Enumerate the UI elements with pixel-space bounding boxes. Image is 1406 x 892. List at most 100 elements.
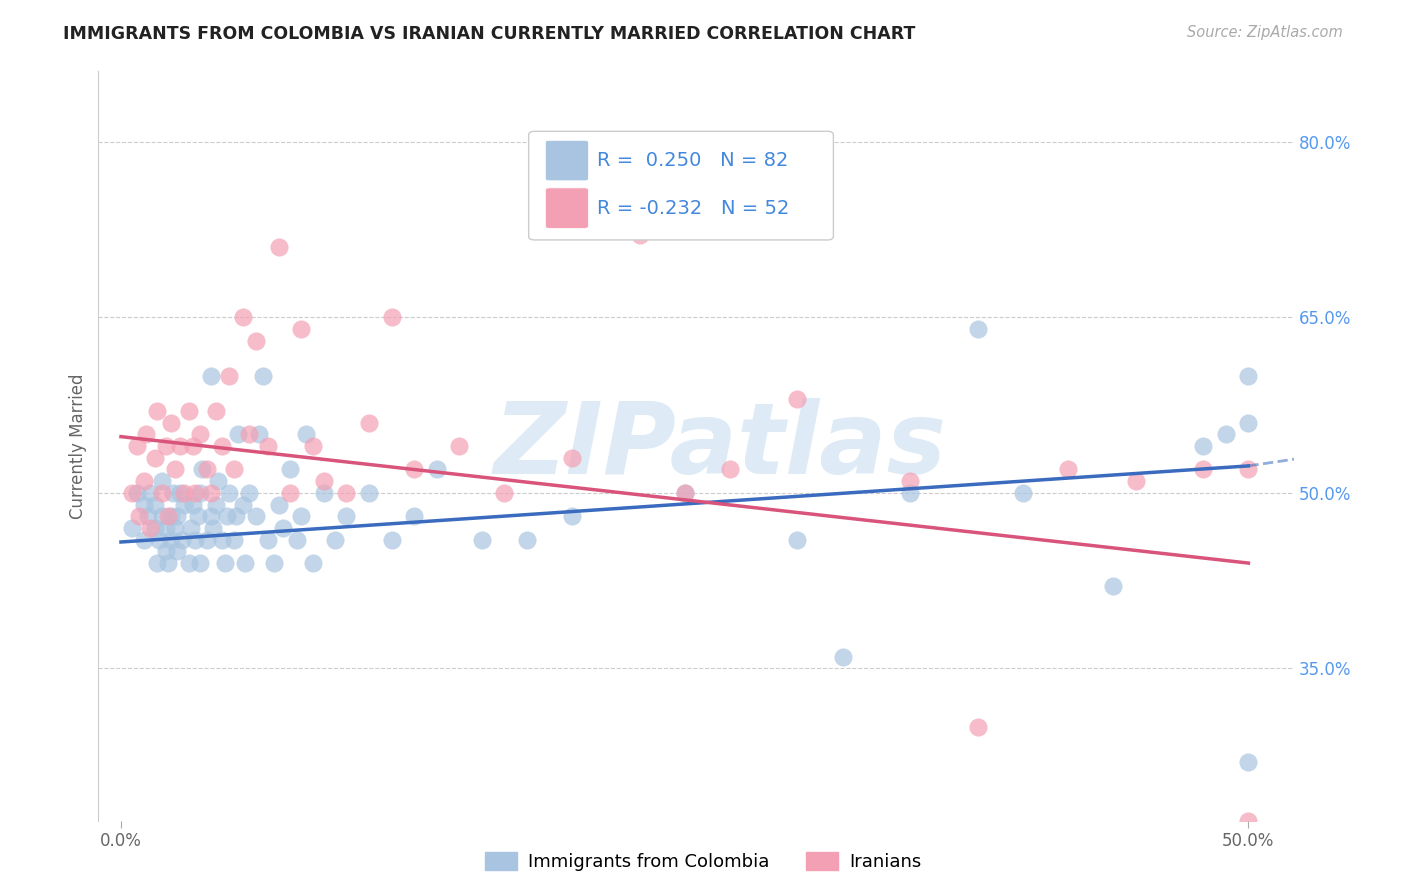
- Point: [139, 485, 162, 500]
- Point: [146, 556, 169, 570]
- Point: [132, 533, 155, 547]
- Point: [121, 521, 143, 535]
- Point: [187, 509, 209, 524]
- Point: [121, 485, 143, 500]
- Point: [136, 509, 159, 524]
- Point: [256, 533, 278, 547]
- Point: [188, 556, 211, 570]
- Point: [135, 427, 157, 442]
- Point: [898, 474, 921, 488]
- Point: [166, 509, 188, 524]
- Point: [143, 450, 166, 465]
- Point: [966, 720, 988, 734]
- FancyBboxPatch shape: [529, 131, 834, 240]
- Point: [561, 509, 583, 524]
- Point: [155, 521, 177, 535]
- Point: [1102, 580, 1125, 594]
- Point: [273, 521, 295, 535]
- Point: [831, 649, 853, 664]
- FancyBboxPatch shape: [546, 188, 589, 228]
- Y-axis label: Currently Married: Currently Married: [69, 373, 87, 519]
- Point: [214, 556, 236, 570]
- Point: [426, 462, 449, 476]
- Point: [222, 533, 245, 547]
- Point: [238, 427, 260, 442]
- Point: [471, 533, 494, 547]
- Point: [1237, 755, 1260, 769]
- Point: [357, 416, 380, 430]
- Point: [165, 521, 187, 535]
- Point: [238, 485, 260, 500]
- Text: R =  0.250   N = 82: R = 0.250 N = 82: [596, 151, 789, 170]
- Point: [184, 533, 207, 547]
- Point: [449, 439, 471, 453]
- Point: [245, 509, 267, 524]
- Point: [181, 498, 204, 512]
- Text: IMMIGRANTS FROM COLOMBIA VS IRANIAN CURRENTLY MARRIED CORRELATION CHART: IMMIGRANTS FROM COLOMBIA VS IRANIAN CURR…: [63, 25, 915, 43]
- Point: [200, 485, 222, 500]
- Point: [1237, 368, 1260, 383]
- Point: [143, 498, 166, 512]
- Point: [169, 485, 191, 500]
- Point: [173, 498, 195, 512]
- Point: [323, 533, 346, 547]
- Point: [204, 498, 226, 512]
- Point: [200, 368, 222, 383]
- Point: [155, 439, 177, 453]
- Point: [673, 485, 696, 500]
- Point: [247, 427, 270, 442]
- Point: [561, 450, 583, 465]
- Point: [786, 533, 808, 547]
- Point: [132, 474, 155, 488]
- Point: [718, 462, 741, 476]
- Point: [312, 485, 335, 500]
- Point: [159, 509, 181, 524]
- Point: [150, 474, 173, 488]
- Point: [132, 498, 155, 512]
- Point: [159, 533, 181, 547]
- Point: [285, 533, 308, 547]
- Point: [211, 533, 233, 547]
- Point: [139, 521, 162, 535]
- Text: R = -0.232   N = 52: R = -0.232 N = 52: [596, 199, 789, 218]
- Point: [173, 485, 195, 500]
- Point: [204, 404, 226, 418]
- Point: [125, 439, 148, 453]
- Point: [245, 334, 267, 348]
- Point: [290, 509, 312, 524]
- Point: [404, 462, 426, 476]
- Point: [252, 368, 274, 383]
- Point: [207, 474, 229, 488]
- FancyBboxPatch shape: [546, 140, 589, 181]
- Point: [166, 544, 188, 558]
- Point: [225, 509, 247, 524]
- Point: [148, 533, 170, 547]
- Point: [195, 462, 218, 476]
- Point: [157, 556, 180, 570]
- Point: [232, 498, 254, 512]
- Point: [202, 521, 225, 535]
- Point: [226, 427, 249, 442]
- Text: Source: ZipAtlas.com: Source: ZipAtlas.com: [1187, 25, 1343, 40]
- Point: [146, 404, 169, 418]
- Point: [184, 485, 207, 500]
- Point: [267, 240, 290, 254]
- Point: [180, 521, 202, 535]
- Point: [1237, 416, 1260, 430]
- Point: [1192, 439, 1215, 453]
- Point: [188, 485, 211, 500]
- Point: [165, 462, 187, 476]
- Point: [1125, 474, 1147, 488]
- Point: [159, 416, 181, 430]
- Point: [1012, 485, 1035, 500]
- Point: [1215, 427, 1237, 442]
- Point: [128, 509, 150, 524]
- Point: [1057, 462, 1080, 476]
- Point: [335, 509, 357, 524]
- Point: [357, 485, 380, 500]
- Point: [177, 404, 200, 418]
- Point: [169, 439, 191, 453]
- Point: [295, 427, 318, 442]
- Point: [516, 533, 538, 547]
- Point: [162, 485, 184, 500]
